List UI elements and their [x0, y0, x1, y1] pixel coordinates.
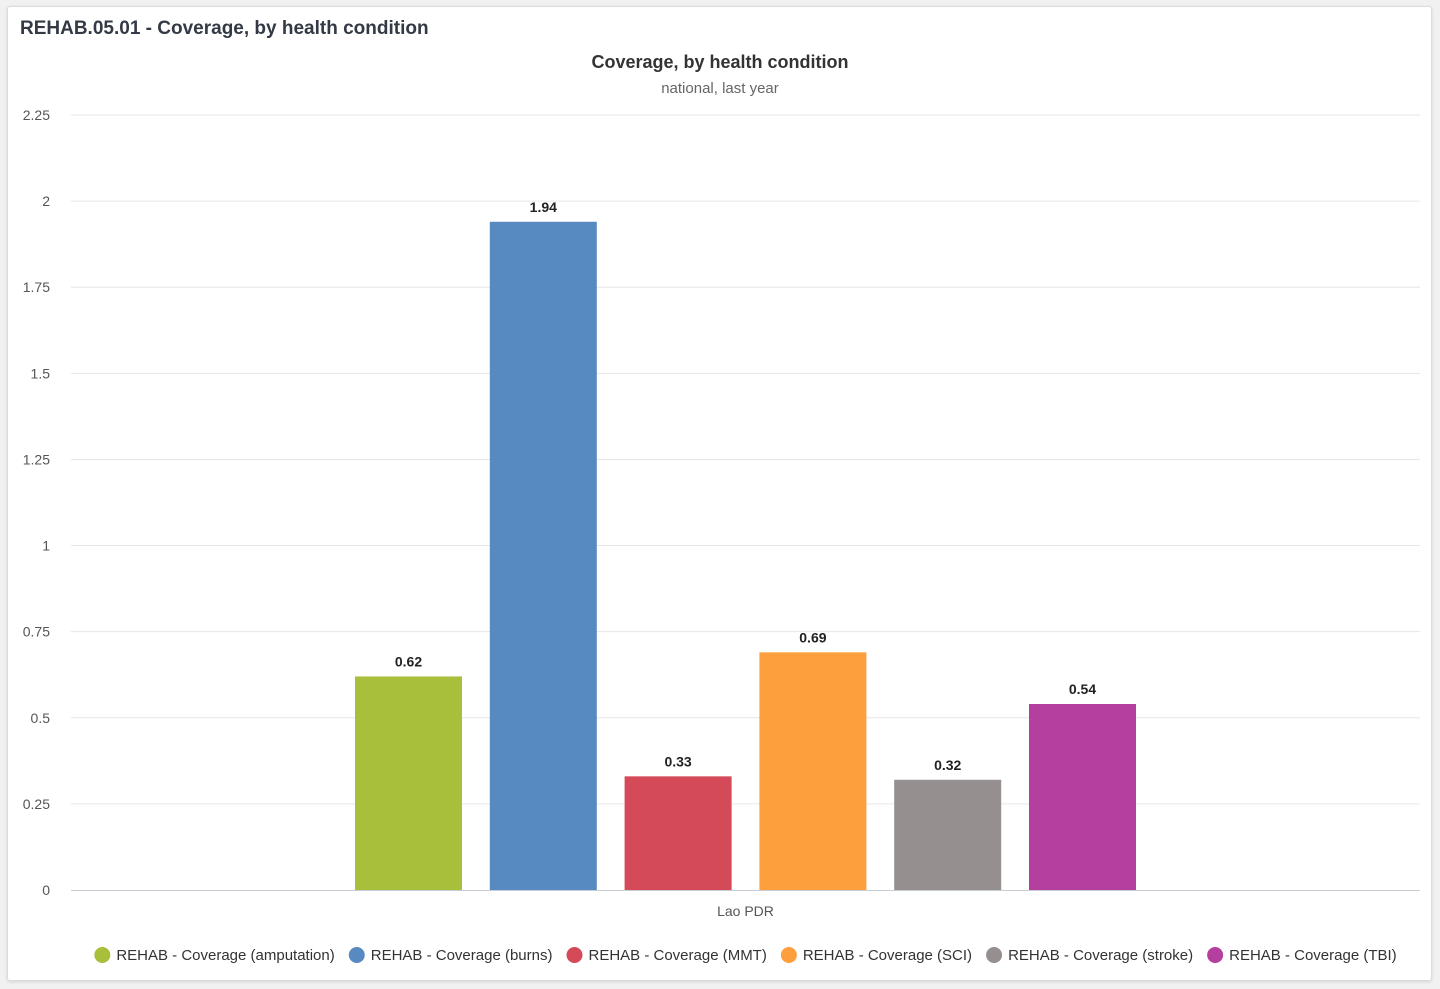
y-axis: 0 0.25 0.5 0.75 1 1.25 1.5 1.75 2 2.25	[23, 107, 50, 898]
bar[interactable]	[489, 221, 597, 890]
x-tick-label: Lao PDR	[717, 903, 774, 919]
legend-marker-icon	[986, 947, 1003, 963]
data-label: 1.94	[530, 199, 557, 215]
y-tick-label: 0.75	[23, 624, 50, 640]
legend-marker-icon	[348, 947, 365, 963]
bars	[355, 221, 1136, 890]
legend-label: REHAB - Coverage (amputation)	[116, 947, 334, 964]
data-label: 0.54	[1069, 681, 1096, 697]
legend: REHAB - Coverage (amputation) REHAB - Cov…	[94, 947, 1397, 964]
y-tick-label: 0.25	[23, 796, 50, 812]
y-tick-label: 2.25	[23, 107, 50, 123]
legend-item[interactable]: REHAB - Coverage (MMT)	[566, 947, 767, 964]
bar[interactable]	[355, 676, 462, 890]
chart-subtitle: national, last year	[661, 80, 779, 97]
bar[interactable]	[1029, 704, 1136, 890]
y-tick-label: 0	[42, 882, 50, 898]
legend-item[interactable]: REHAB - Coverage (TBI)	[1207, 947, 1397, 964]
legend-label: REHAB - Coverage (SCI)	[803, 947, 972, 964]
gridlines	[71, 114, 1420, 805]
y-tick-label: 1.25	[23, 451, 50, 467]
legend-marker-icon	[1207, 947, 1224, 963]
y-tick-label: 1.5	[31, 365, 51, 381]
bar[interactable]	[759, 652, 867, 890]
data-label: 0.69	[799, 629, 826, 645]
bar[interactable]	[624, 776, 732, 890]
legend-marker-icon	[780, 947, 797, 963]
bar[interactable]	[894, 779, 1002, 890]
legend-label: REHAB - Coverage (TBI)	[1229, 947, 1397, 964]
chart-title: Coverage, by health condition	[591, 52, 848, 72]
legend-marker-icon	[94, 947, 111, 963]
data-labels: 0.62 1.94 0.33 0.69 0.32 0.54	[395, 199, 1096, 773]
card-title: REHAB.05.01 - Coverage, by health condit…	[20, 18, 429, 39]
y-tick-label: 2	[42, 193, 50, 209]
legend-label: REHAB - Coverage (burns)	[371, 947, 553, 964]
legend-item[interactable]: REHAB - Coverage (stroke)	[986, 947, 1193, 964]
legend-item[interactable]: REHAB - Coverage (amputation)	[94, 947, 335, 964]
y-tick-label: 1.75	[23, 279, 50, 295]
legend-label: REHAB - Coverage (stroke)	[1008, 947, 1193, 964]
y-tick-label: 0.5	[31, 710, 51, 726]
y-tick-label: 1	[42, 538, 50, 554]
data-label: 0.32	[934, 757, 961, 773]
legend-label: REHAB - Coverage (MMT)	[588, 947, 766, 964]
legend-item[interactable]: REHAB - Coverage (burns)	[348, 947, 553, 964]
data-label: 0.33	[664, 753, 691, 769]
legend-marker-icon	[566, 947, 583, 963]
data-label: 0.62	[395, 653, 422, 669]
legend-item[interactable]: REHAB - Coverage (SCI)	[780, 947, 972, 964]
